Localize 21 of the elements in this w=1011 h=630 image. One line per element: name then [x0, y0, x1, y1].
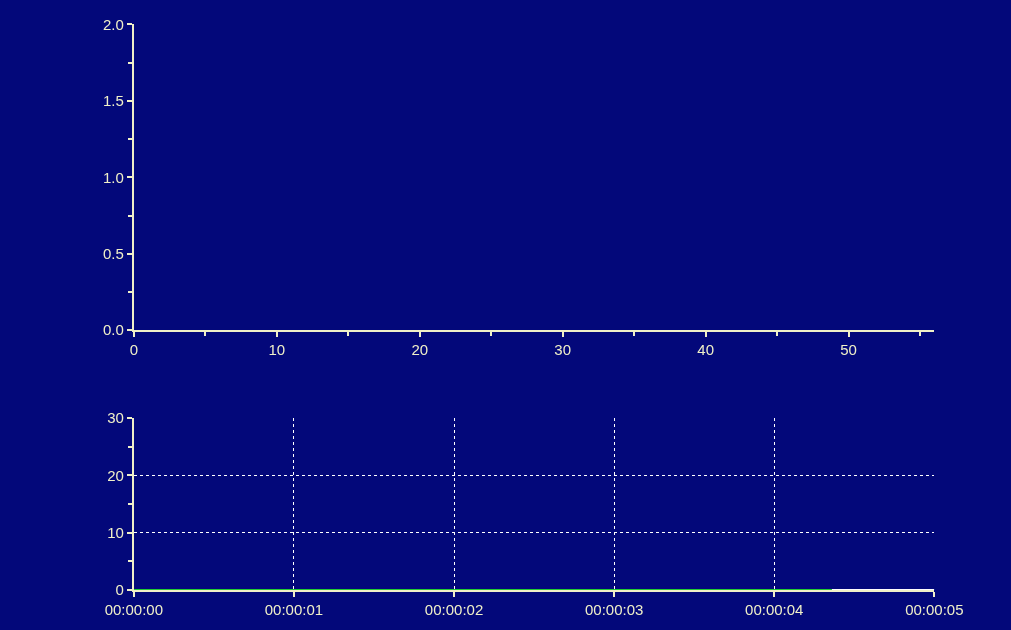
x-tick-label: 00:00:05	[905, 601, 964, 619]
y-tick-label: 0.5	[102, 244, 124, 262]
y-tick-label: 10	[107, 523, 124, 541]
x-tick-label: 00:00:01	[264, 601, 324, 619]
y-tick-label: 0.0	[102, 321, 124, 339]
x-tick-label: 0	[129, 341, 138, 359]
x-tick-label: 00:00:03	[584, 601, 644, 619]
x-tick-label: 00:00:00	[104, 601, 164, 619]
y-tick-label: 1.0	[102, 168, 124, 186]
y-tick-label: 0	[115, 581, 124, 599]
x-tick-label: 40	[697, 341, 714, 359]
y-tick-label: 20	[107, 466, 124, 484]
x-tick-label: 10	[268, 341, 286, 359]
x-tick-label: 00:00:02	[424, 601, 484, 619]
y-tick-label: 30	[107, 409, 124, 427]
x-tick-label: 50	[840, 341, 857, 359]
x-tick-label: 30	[554, 341, 572, 359]
y-tick-label: 2.0	[102, 15, 124, 33]
y-tick-label: 1.5	[102, 92, 124, 110]
x-tick-label: 20	[411, 341, 429, 359]
x-tick-label: 00:00:04	[745, 601, 804, 619]
